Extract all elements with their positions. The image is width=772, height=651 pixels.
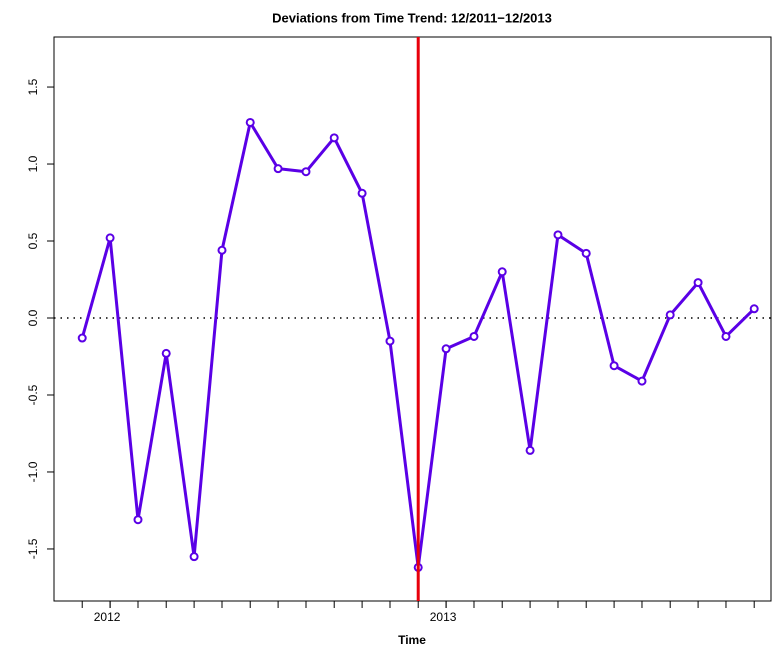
point (497, 267, 507, 277)
point (301, 167, 311, 177)
point (665, 310, 675, 320)
y-tick-label: -0.5 (26, 384, 40, 405)
point (525, 445, 535, 455)
point (245, 117, 255, 127)
point (469, 331, 479, 341)
point (217, 245, 227, 255)
point (273, 164, 283, 174)
point (693, 278, 703, 288)
point (105, 233, 115, 243)
y-tick-label: -1.0 (26, 461, 40, 482)
point (385, 336, 395, 346)
x-tick-label: 2013 (430, 610, 457, 624)
y-tick-label: 0.0 (26, 309, 40, 326)
point (357, 188, 367, 198)
y-tick-label: 1.0 (26, 155, 40, 172)
y-tick-label: -1.5 (26, 538, 40, 559)
point (133, 515, 143, 525)
point (161, 348, 171, 358)
point (721, 331, 731, 341)
point (77, 333, 87, 343)
point (553, 230, 563, 240)
point (581, 248, 591, 258)
chart-title: Deviations from Time Trend: 12/2011−12/2… (272, 10, 552, 25)
y-tick-label: 0.5 (26, 232, 40, 249)
point (609, 361, 619, 371)
point (189, 552, 199, 562)
point (329, 133, 339, 143)
x-axis-label: Time (398, 633, 426, 647)
plot-frame (53, 36, 772, 602)
x-tick-label: 2012 (94, 610, 121, 624)
point (441, 344, 451, 354)
y-tick-label: 1.5 (26, 78, 40, 95)
point (637, 376, 647, 386)
point (749, 304, 759, 314)
